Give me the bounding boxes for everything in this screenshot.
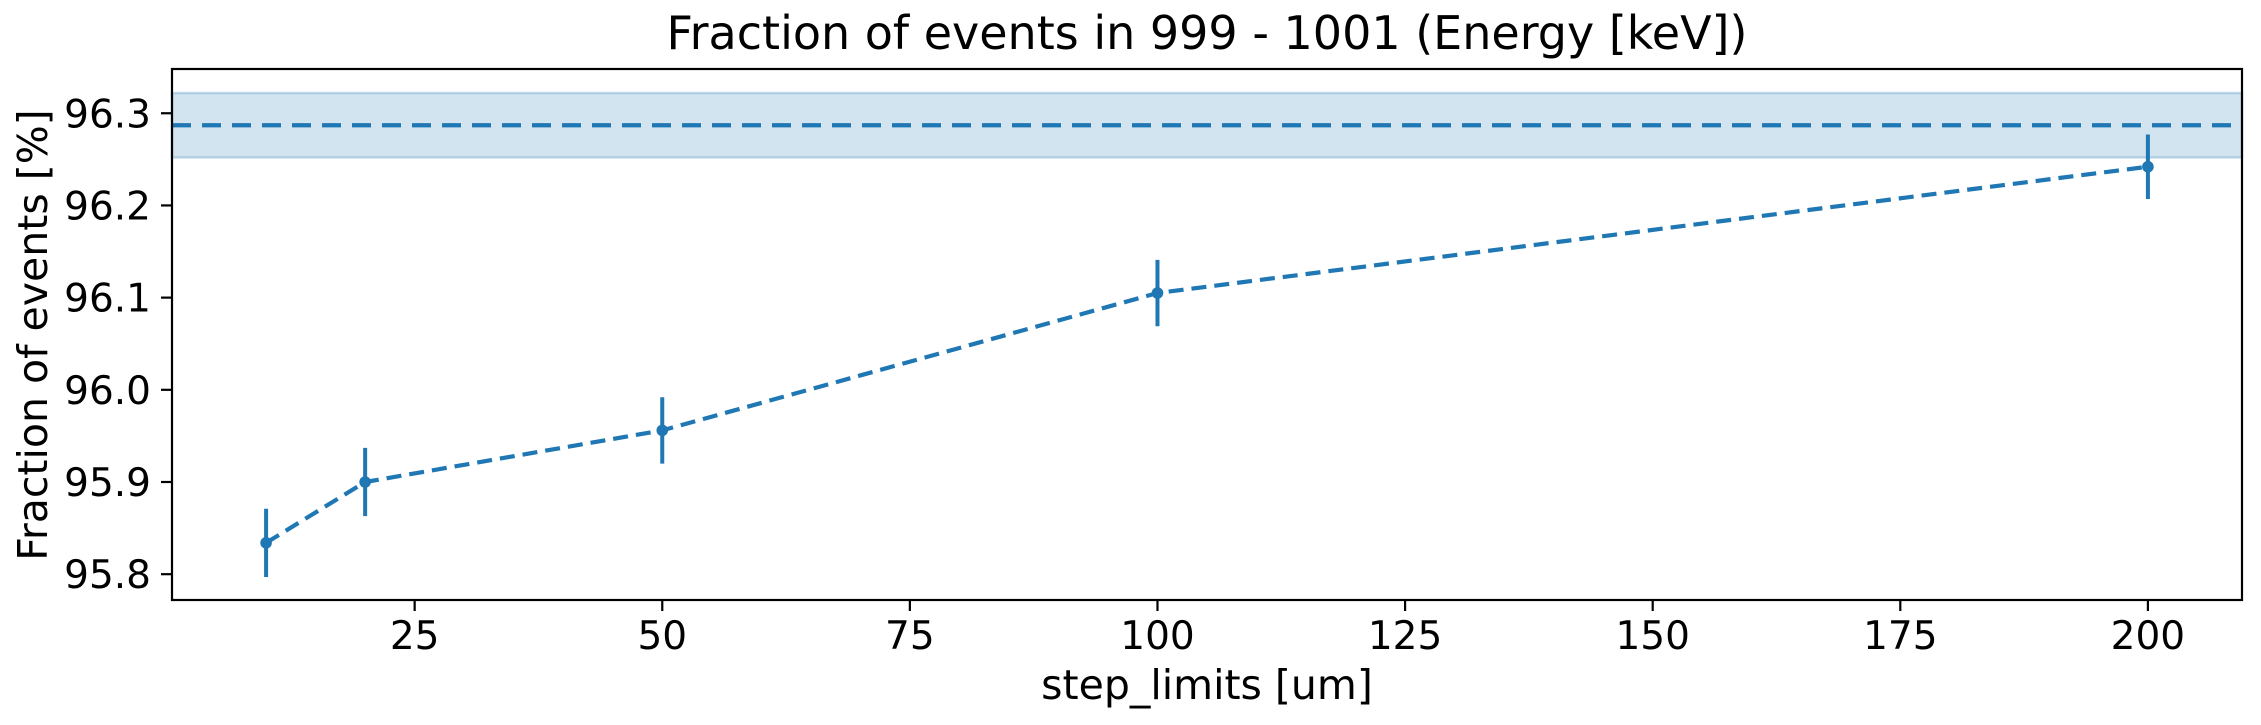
x-axis-label: step_limits [um] [1041,661,1373,709]
y-tick-label: 95.9 [64,461,151,506]
y-tick-label: 96.0 [64,369,151,414]
chart-title: Fraction of events in 999 - 1001 (Energy… [666,6,1748,60]
data-point [2142,160,2154,173]
data-point [1151,287,1164,299]
x-tick-label: 150 [1615,614,1689,659]
x-tick-label: 100 [1120,614,1194,659]
y-tick-label: 96.1 [64,277,151,322]
data-series-line [264,164,2149,545]
axes-frame [170,67,2244,602]
data-point [359,476,371,488]
x-tick-label: 75 [885,614,935,659]
y-tick-label: 96.3 [64,92,151,137]
x-tick-label: 200 [2111,614,2185,659]
x-tick-label: 125 [1368,614,1442,659]
data-point [260,537,272,549]
data-point [656,424,669,437]
y-tick-label: 95.8 [64,553,151,598]
y-tick-label: 96.2 [64,184,151,229]
x-tick-label: 50 [637,614,687,659]
x-tick-label: 175 [1863,614,1937,659]
x-tick-label: 25 [390,614,440,659]
